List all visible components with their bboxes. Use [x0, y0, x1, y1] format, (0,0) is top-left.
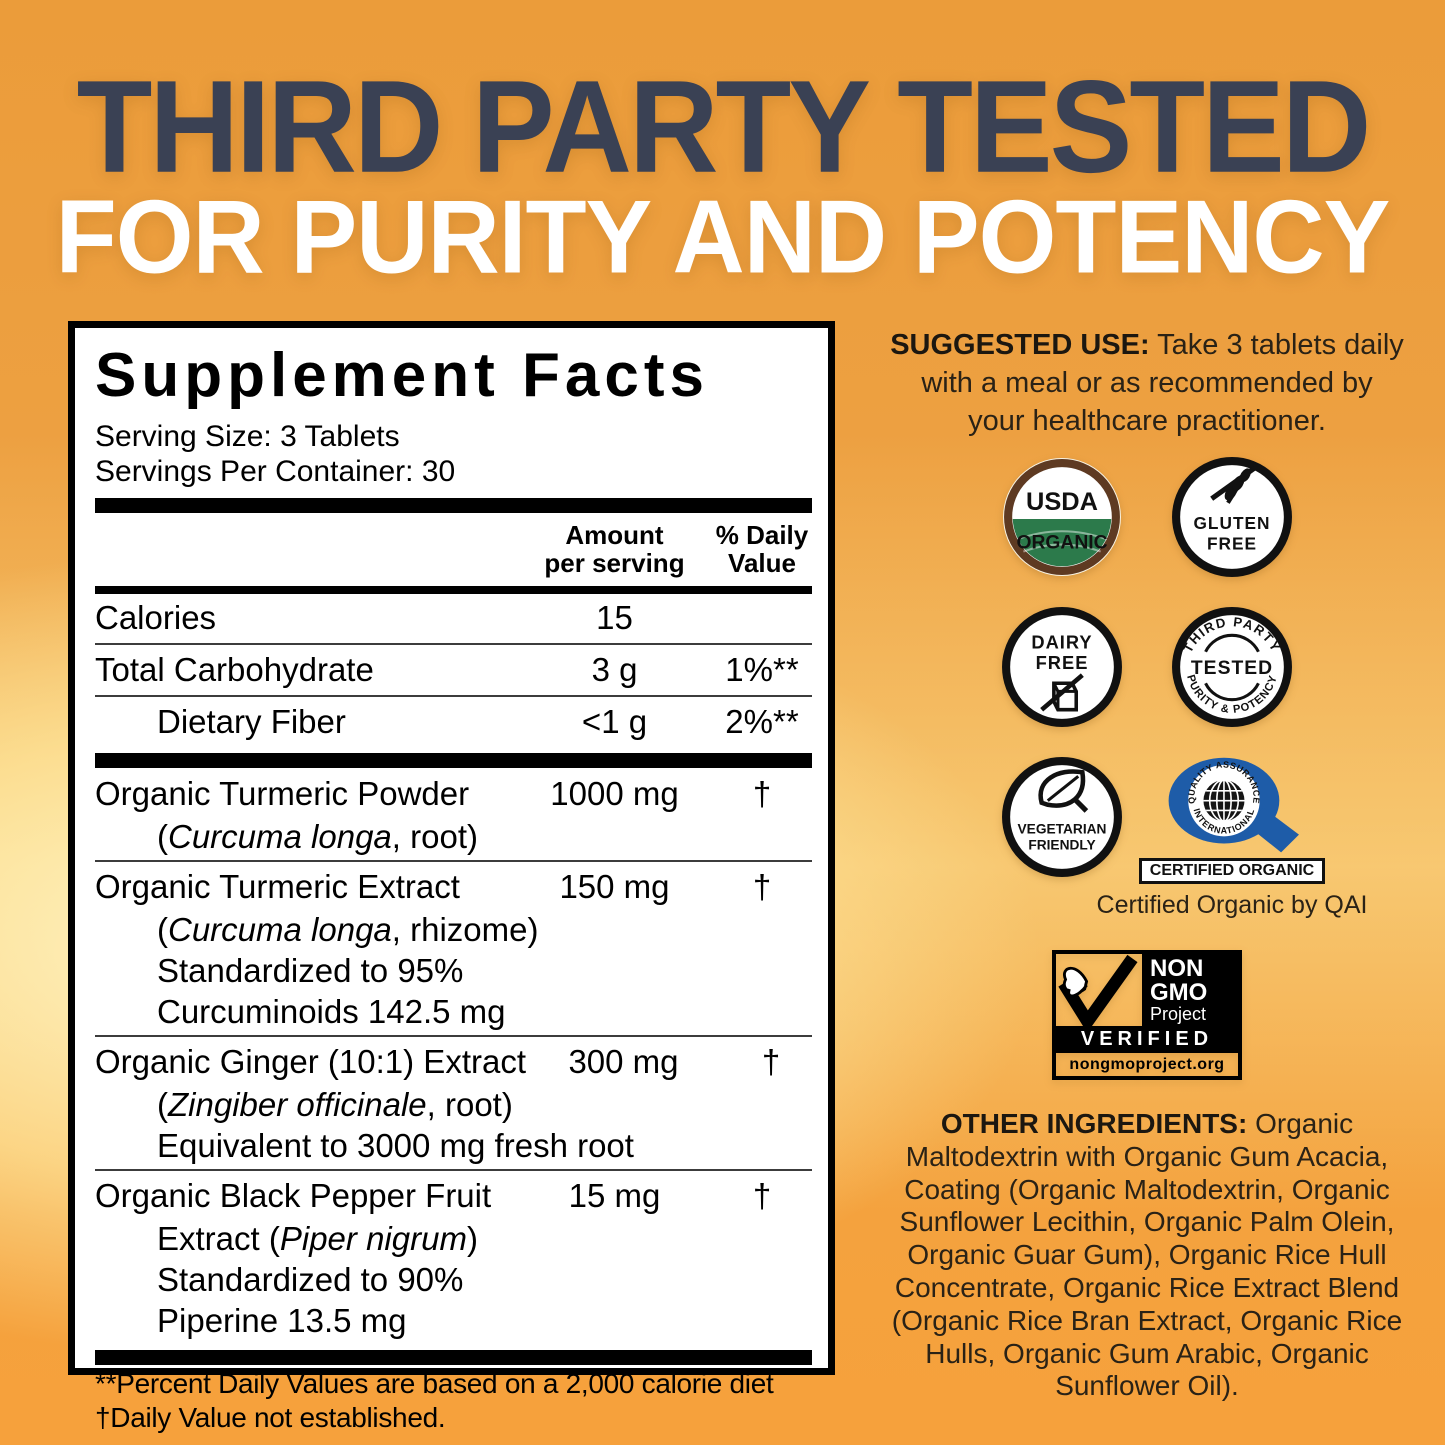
headline-secondary: FOR PURITY AND POTENCY	[55, 179, 1391, 296]
servings-per-container: Servings Per Container: 30	[95, 455, 456, 488]
table-row: Organic Black Pepper Fruit 15 mg †	[95, 1177, 772, 1214]
certified-organic-box: CERTIFIED ORGANIC	[1138, 858, 1326, 884]
non-gmo-project-badge: NON GMO Project VERIFIED nongmoproject.o…	[1052, 950, 1242, 1080]
wheat-crossed-icon	[1210, 466, 1256, 504]
table-row: Organic Turmeric Powder 1000 mg †	[95, 775, 772, 812]
divider-thin	[95, 1035, 812, 1037]
gluten-free-badge: GLUTEN FREE	[1172, 457, 1292, 577]
svg-text:GLUTEN: GLUTEN	[1193, 513, 1270, 533]
svg-text:FREE: FREE	[1036, 652, 1089, 673]
footnote-daily-values: **Percent Daily Values are based on a 2,…	[95, 1368, 774, 1399]
divider-thick	[95, 1350, 812, 1365]
svg-text:FREE: FREE	[1207, 534, 1257, 554]
ingredient-subline: (Curcuma longa, rhizome)	[157, 911, 539, 948]
table-row: Total Carbohydrate 3 g 1%**	[95, 651, 799, 688]
divider-thick	[95, 498, 812, 513]
ingredient-subline: Extract (Piper nigrum)	[157, 1220, 478, 1257]
divider-thin	[95, 643, 812, 645]
certification-badges: USDA ORGANIC GLUTEN FREE DAIRY	[853, 456, 1441, 920]
table-row: Calories 15	[95, 599, 633, 636]
nutrient-rows: Calories 15 Total Carbohydrate 3 g 1%** Dieta…	[95, 596, 812, 744]
qai-q-tail	[1245, 807, 1299, 853]
suggested-use-text: SUGGESTED USE: Take 3 tablets daily with …	[890, 329, 1404, 437]
svg-text:USDA: USDA	[1026, 488, 1098, 516]
ingredient-subline: (Curcuma longa, root)	[157, 818, 478, 855]
usda-organic-badge: USDA ORGANIC	[1003, 458, 1121, 576]
table-column-headers: Amount per serving % Daily Value	[95, 517, 812, 582]
ingredient-subline: Standardized to 90%	[157, 1261, 464, 1298]
divider-thin	[95, 1169, 812, 1171]
third-party-tested-badge: THIRD PARTY TESTED PURITY & POTENCY	[1172, 607, 1292, 727]
table-row: Dietary Fiber <1 g 2%**	[157, 703, 799, 740]
svg-text:FRIENDLY: FRIENDLY	[1028, 838, 1095, 853]
other-ingredients-text: OTHER INGREDIENTS: Organic Maltodextrin w…	[891, 1108, 1403, 1402]
divider-thick	[95, 753, 812, 768]
ingredient-subline: Curcuminoids 142.5 mg	[157, 993, 506, 1030]
serving-size: Serving Size: 3 Tablets	[95, 420, 400, 453]
butterfly-checkmark-icon	[1058, 954, 1138, 1026]
table-row: Organic Turmeric Extract 150 mg †	[95, 868, 772, 905]
footnote-dagger: †Daily Value not established.	[95, 1402, 446, 1433]
svg-text:TESTED: TESTED	[1191, 658, 1273, 679]
ingredient-subline: (Zingiber officinale, root)	[157, 1086, 513, 1123]
right-column: SUGGESTED USE: Take 3 tablets daily with …	[853, 326, 1441, 1431]
divider-thin	[95, 695, 812, 697]
svg-text:DAIRY: DAIRY	[1031, 632, 1092, 653]
qai-caption: Certified Organic by QAI	[1096, 891, 1368, 919]
vegetarian-friendly-badge: VEGETARIAN FRIENDLY	[1002, 757, 1122, 877]
divider-thin	[95, 860, 812, 862]
globe-icon	[1203, 779, 1245, 822]
column-amount: Amount per serving	[544, 520, 685, 578]
divider-medium	[95, 586, 812, 594]
supplement-facts-title: Supplement Facts	[95, 341, 709, 410]
non-gmo-wordmark: NON GMO Project	[1142, 954, 1238, 1026]
ingredient-subline: Piperine 13.5 mg	[157, 1302, 407, 1339]
dairy-free-badge: DAIRY FREE	[1002, 607, 1122, 727]
milk-carton-crossed-icon	[1040, 673, 1084, 712]
ingredient-subline: Equivalent to 3000 mg fresh root	[157, 1127, 634, 1164]
supplement-facts-panel: Supplement Facts Serving Size: 3 Tablets…	[68, 321, 835, 1433]
qai-certification: QUALITY ASSURANCE INTERNATIONAL CERTIFIE…	[1096, 756, 1368, 920]
svg-text:VEGETARIAN: VEGETARIAN	[1018, 821, 1107, 836]
svg-text:ORGANIC: ORGANIC	[1016, 533, 1107, 554]
column-daily-value: % Daily Value	[715, 520, 809, 578]
ingredient-subline: Standardized to 95%	[157, 952, 464, 989]
non-gmo-url: nongmoproject.org	[1069, 1056, 1225, 1073]
ingredient-rows: Organic Turmeric Powder 1000 mg † (Curcuma …	[95, 772, 812, 1341]
verified-band: VERIFIED	[1056, 1026, 1238, 1053]
headline-primary: THIRD PARTY TESTED	[76, 54, 1372, 201]
qai-logo: QUALITY ASSURANCE INTERNATIONAL	[1168, 757, 1299, 853]
leaf-icon	[1038, 769, 1089, 813]
table-row: Organic Ginger (10:1) Extract 300 mg †	[95, 1043, 781, 1080]
usda-green-field	[1012, 519, 1112, 567]
